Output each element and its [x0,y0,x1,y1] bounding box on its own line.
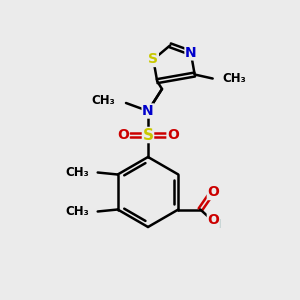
Text: O: O [207,185,219,200]
Text: O: O [117,128,129,142]
Text: H: H [211,218,221,231]
Text: CH₃: CH₃ [65,166,89,179]
Text: O: O [207,214,219,227]
Text: N: N [142,104,154,118]
Text: CH₃: CH₃ [223,72,246,85]
Text: S: S [142,128,154,142]
Text: S: S [148,52,158,67]
Text: CH₃: CH₃ [91,94,115,106]
Text: CH₃: CH₃ [65,205,89,218]
Text: O: O [167,128,179,142]
Text: N: N [185,46,197,60]
